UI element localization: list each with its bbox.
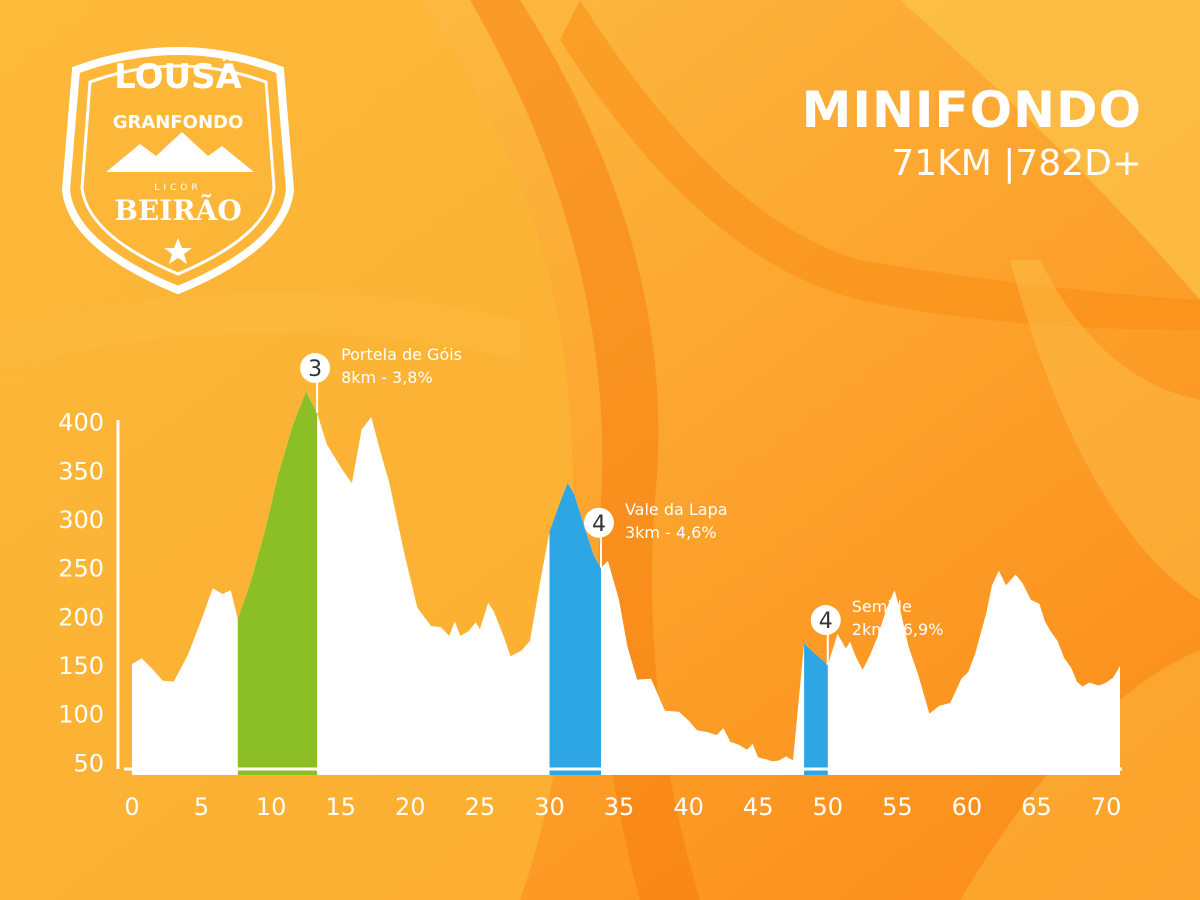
- climb-segment-1: [237, 391, 318, 775]
- y-tick-label: 300: [58, 506, 104, 534]
- climb-category-text: 3: [308, 357, 322, 382]
- climb-segment-3: [804, 643, 828, 775]
- x-tick-label: 70: [1091, 793, 1122, 821]
- x-tick-label: 50: [813, 793, 844, 821]
- x-tick-label: 45: [743, 793, 774, 821]
- y-tick-label: 250: [58, 555, 104, 583]
- climb-category-badge: [810, 605, 841, 636]
- svg-text:GRANFONDO: GRANFONDO: [113, 112, 244, 133]
- x-tick-label: 5: [194, 793, 209, 821]
- route-subtitle: 71KM |782D+: [891, 143, 1142, 184]
- y-tick-label: 400: [58, 409, 104, 437]
- x-tick-label: 15: [325, 793, 356, 821]
- climb-detail-label: 8km - 3,8%: [341, 368, 433, 387]
- y-tick-label: 150: [58, 652, 104, 680]
- climb-name-label: Portela de Góis: [341, 345, 462, 364]
- y-tick-label: 100: [58, 701, 104, 729]
- x-tick-label: 40: [673, 793, 704, 821]
- route-title: MINIFONDO: [801, 81, 1142, 139]
- x-tick-label: 20: [395, 793, 426, 821]
- x-tick-label: 30: [534, 793, 565, 821]
- svg-text:BEIRÃO: BEIRÃO: [114, 194, 242, 227]
- x-tick-label: 35: [604, 793, 635, 821]
- elevation-area: [132, 391, 1120, 775]
- y-tick-label: 350: [58, 457, 104, 485]
- climb-category-badge: [300, 353, 331, 384]
- x-tick-label: 10: [256, 793, 287, 821]
- svg-text:LICOR: LICOR: [154, 183, 201, 193]
- x-tick-label: 0: [124, 793, 139, 821]
- climb-name-label: Vale da Lapa: [625, 500, 728, 519]
- y-tick-label: 200: [58, 603, 104, 631]
- climb-segment-2: [549, 483, 601, 775]
- climb-category-text: 4: [819, 609, 833, 634]
- x-tick-label: 25: [465, 793, 496, 821]
- climb-category-badge: [583, 507, 614, 538]
- x-tick-label: 55: [882, 793, 913, 821]
- climb-name-label: Semide: [852, 597, 912, 616]
- climb-detail-label: 3km - 4,6%: [625, 523, 717, 542]
- x-tick-label: 65: [1021, 793, 1052, 821]
- climb-detail-label: 2km - 6,9%: [852, 620, 944, 639]
- svg-text:LOUSÃ: LOUSÃ: [114, 56, 242, 97]
- y-tick-label: 50: [73, 749, 104, 777]
- lousa-granfondo-logo: LOUSÃ GRANFONDO LICOR BEIRÃO: [61, 47, 295, 295]
- climb-category-text: 4: [592, 512, 606, 537]
- x-tick-label: 60: [952, 793, 983, 821]
